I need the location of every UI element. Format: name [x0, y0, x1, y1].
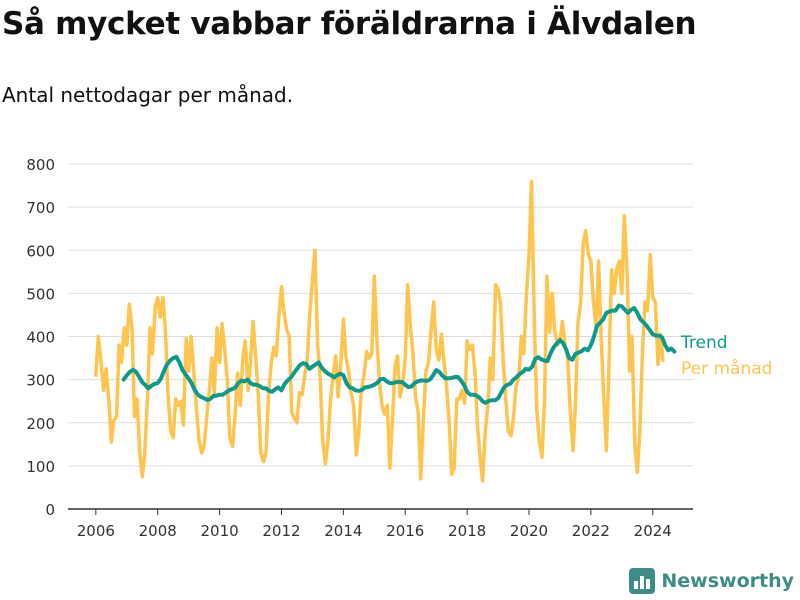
series-line-trend [121, 303, 677, 405]
brand-name: Newsworthy [661, 570, 794, 592]
x-tick-label: 2008 [139, 522, 177, 540]
x-tick-label: 2010 [201, 522, 239, 540]
y-tick-label: 300 [26, 372, 55, 390]
newsworthy-logo: Newsworthy [629, 568, 794, 594]
end-labels: Trend Per månad [680, 333, 772, 379]
y-tick-label: 500 [26, 285, 55, 303]
y-tick-label: 400 [26, 329, 55, 347]
x-tick-label: 2016 [386, 522, 424, 540]
y-tick-label: 600 [26, 242, 55, 260]
y-tick-label: 700 [26, 199, 55, 217]
x-tick-label: 2018 [448, 522, 486, 540]
x-tick-label: 2024 [634, 522, 672, 540]
x-tick-label: 2012 [262, 522, 300, 540]
chart-title: Så mycket vabbar föräldrarna i Älvdalen [2, 6, 697, 42]
y-tick-label: 0 [45, 501, 55, 519]
legend-label-trend: Trend [680, 333, 728, 353]
y-tick-label: 100 [26, 458, 55, 476]
bar-chart-logo-icon [629, 568, 656, 594]
legend-label-per-manad: Per månad [681, 358, 772, 379]
x-tick-label: 2020 [510, 522, 548, 540]
x-tick-label: 2006 [77, 522, 115, 540]
x-tick-label: 2014 [324, 522, 362, 540]
x-tick-label: 2022 [572, 522, 610, 540]
series-line-per-manad [94, 179, 665, 483]
y-tick-label: 800 [26, 156, 55, 174]
axes: 0 100 200 300 400 500 600 700 800 2006 2008 2010 201… [26, 156, 693, 540]
chart-subtitle: Antal nettodagar per månad. [2, 83, 294, 107]
series [94, 179, 677, 483]
y-tick-label: 200 [26, 415, 55, 433]
